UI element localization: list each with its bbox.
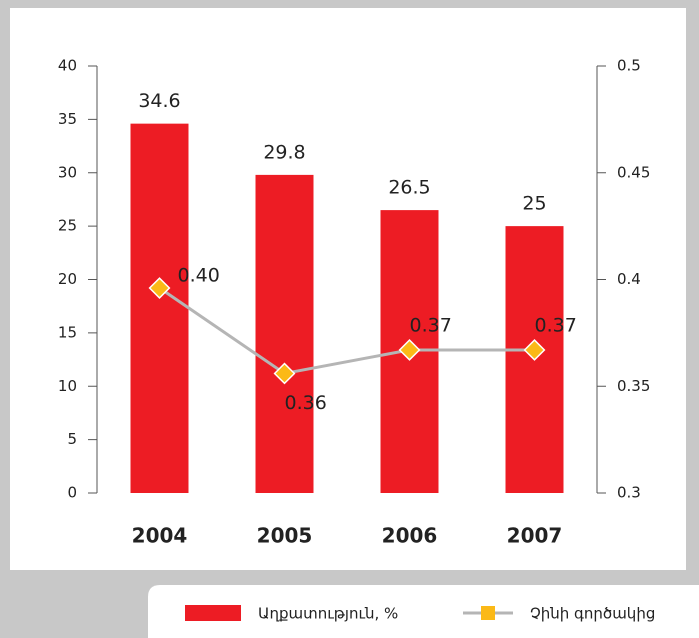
y-tick-label: 25: [58, 217, 77, 235]
y-tick-label: 0: [67, 484, 77, 502]
bar-value-label: 25: [522, 193, 546, 215]
y2-tick-label: 0.35: [617, 377, 650, 395]
legend-label: Աղքատություն, %: [258, 605, 398, 623]
y-tick-label: 10: [58, 377, 77, 395]
legend-label: Չինի գործակից: [530, 605, 655, 623]
bar: [255, 174, 314, 493]
bar-value-label: 29.8: [263, 141, 305, 163]
line-marker: [273, 362, 296, 385]
y2-tick-label: 0.4: [617, 270, 641, 288]
y2-tick-label: 0.5: [617, 57, 641, 75]
legend-swatch: [185, 605, 241, 621]
y-tick-label: 15: [58, 323, 77, 341]
line-marker: [148, 277, 171, 300]
y-tick-label: 40: [58, 57, 77, 75]
y-tick-label: 20: [58, 270, 77, 288]
bar-value-label: 26.5: [388, 177, 430, 199]
x-tick-label: 2006: [382, 524, 438, 548]
line-value-label: 0.37: [535, 314, 577, 336]
line: [158, 286, 535, 376]
bar-value-label: 34.6: [138, 90, 180, 112]
x-tick-label: 2007: [507, 524, 563, 548]
line-value-label: 0.37: [410, 314, 452, 336]
line-marker: [523, 338, 546, 361]
bar: [130, 123, 189, 494]
legend-box: [148, 585, 699, 638]
y-tick-label: 30: [58, 163, 77, 181]
y-tick-label: 35: [58, 110, 77, 128]
plot-panel: [10, 8, 686, 570]
x-tick-label: 2005: [257, 524, 313, 548]
legend-marker: [481, 606, 495, 620]
x-tick-label: 2004: [132, 524, 188, 548]
line-marker: [398, 338, 421, 361]
y2-tick-label: 0.3: [617, 484, 641, 502]
y2-tick-label: 0.45: [617, 163, 650, 181]
line-value-label: 0.36: [285, 392, 327, 414]
line-value-label: 0.40: [178, 265, 220, 287]
y-tick-label: 5: [67, 430, 77, 448]
